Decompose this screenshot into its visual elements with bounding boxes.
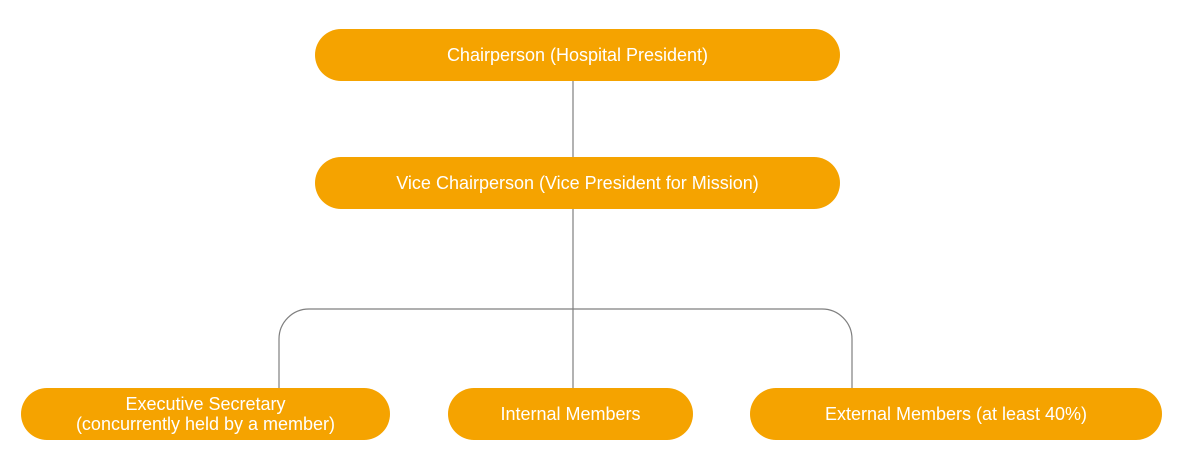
node-executive-secretary: Executive Secretary (concurrently held b… [21, 388, 390, 440]
node-label: Vice Chairperson (Vice President for Mis… [396, 173, 759, 193]
connector-branch [278, 308, 853, 388]
node-external-members: External Members (at least 40%) [750, 388, 1162, 440]
node-label-line1: Executive Secretary [125, 394, 286, 414]
node-label: External Members (at least 40%) [824, 404, 1088, 424]
node-internal-members: Internal Members [448, 388, 693, 440]
node-chairperson: Chairperson (Hospital President) [315, 29, 840, 81]
node-label-line2: (concurrently held by a member) [75, 414, 336, 434]
node-label: Chairperson (Hospital President) [446, 45, 709, 65]
node-vice-chairperson: Vice Chairperson (Vice President for Mis… [315, 157, 840, 209]
node-label: Internal Members [500, 404, 641, 424]
